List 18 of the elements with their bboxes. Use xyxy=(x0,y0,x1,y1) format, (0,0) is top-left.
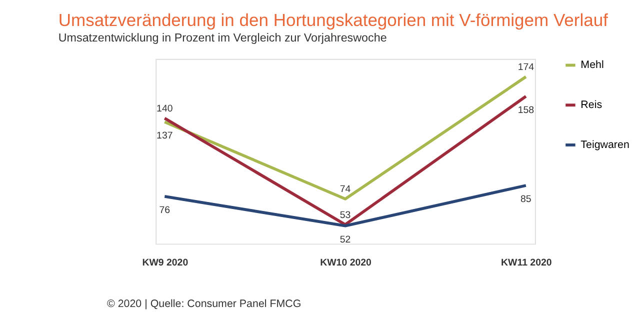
legend-label: Teigwaren xyxy=(580,138,630,151)
data-label: 53 xyxy=(340,210,351,221)
data-label: 174 xyxy=(518,62,535,73)
data-label: 76 xyxy=(159,205,170,216)
legend-label: Reis xyxy=(580,99,602,112)
x-tick-label: KW9 2020 xyxy=(142,258,188,269)
data-label: 85 xyxy=(520,194,532,206)
chart-title: Umsatzveränderung in den Hortungskategorien mit V-förmigem Verlauf xyxy=(58,10,608,30)
text: © 2020 | Quelle: Consumer Panel FMCG xyxy=(106,298,302,310)
legend-label: Mehl xyxy=(580,59,604,72)
data-label: 52 xyxy=(340,234,351,246)
data-label: 140 xyxy=(156,103,174,114)
x-tick-label: KW10 2020 xyxy=(320,258,372,269)
x-tick-label: KW11 2020 xyxy=(501,258,552,269)
data-label: 158 xyxy=(518,104,534,116)
data-label: 74 xyxy=(340,184,352,196)
chart-subtitle: Umsatzentwicklung in Prozent im Vergleich zur Vorjahreswoche xyxy=(58,31,387,44)
data-label: 137 xyxy=(156,130,173,142)
